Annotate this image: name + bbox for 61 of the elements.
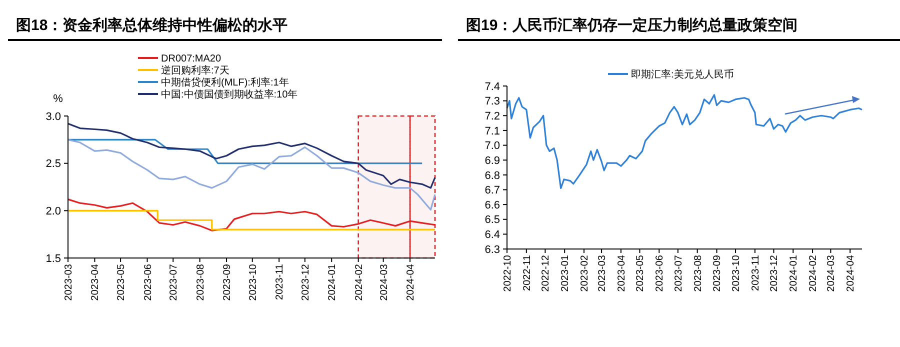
x-tick-label: 2023-06	[142, 264, 154, 301]
y-tick-label: 7.2	[484, 110, 500, 122]
x-tick-label: 2023-03	[64, 264, 74, 301]
x-tick-label: 2023-11	[274, 264, 286, 300]
x-tick-label: 2023-08	[195, 264, 206, 301]
legend-label: 中国:中债国债到期收益率:10年	[161, 88, 298, 100]
x-tick-label: 2023-09	[712, 254, 724, 292]
line-series	[506, 94, 863, 190]
x-tick-label: 2023-11	[750, 254, 762, 291]
x-tick-label: 2023-01	[560, 254, 572, 292]
x-tick-label: 2022-11	[522, 254, 533, 291]
line-series	[67, 198, 436, 232]
x-tick-label: 2023-07	[168, 264, 180, 301]
y-tick-label: 7.0	[484, 140, 500, 152]
legend-label: 即期汇率:美元兑人民币	[631, 68, 734, 80]
x-tick-label: 2023-05	[635, 254, 646, 292]
chart-title: 图19：人民币汇率仍存一定压力制约总量政策空间	[466, 16, 798, 34]
x-tick-label: 2024-01	[788, 254, 800, 292]
y-tick-label: 6.6	[484, 199, 500, 212]
x-tick-label: 2022-12	[540, 254, 552, 292]
y-tick-label: 6.7	[484, 184, 500, 197]
x-tick-label: 2024-03	[378, 264, 390, 301]
y-tick-label: 3.0	[46, 110, 61, 123]
x-tick-label: 2023-05	[116, 264, 128, 301]
x-tick-label: 2023-03	[597, 254, 608, 292]
x-tick-label: 2022-10	[502, 254, 514, 292]
legend-label: 中期借贷便利(MLF):利率:1年	[161, 76, 289, 88]
chart-title: 图18：资金利率总体维持中性偏松的水平	[16, 16, 288, 34]
x-tick-label: 2024-03	[826, 254, 838, 292]
y-tick-label: 7.4	[484, 80, 500, 93]
x-tick-label: 2024-04	[846, 254, 857, 292]
y-tick-label: 2.0	[46, 206, 61, 218]
x-tick-label: 2024-02	[808, 254, 820, 292]
y-tick-label: 2.5	[46, 158, 61, 170]
y-axis-title: %	[53, 93, 64, 105]
x-tick-label: 2023-06	[654, 254, 666, 292]
y-tick-label: 6.3	[484, 244, 500, 256]
y-tick-label: 6.9	[484, 154, 500, 167]
x-tick-label: 2024-01	[327, 264, 338, 301]
x-tick-label: 2023-02	[580, 254, 591, 292]
y-tick-label: 6.5	[484, 214, 500, 226]
line-series	[67, 122, 436, 189]
y-tick-label: 6.8	[484, 170, 500, 182]
x-tick-label: 2023-10	[248, 264, 259, 301]
x-tick-label: 2023-10	[731, 254, 742, 292]
x-tick-label: 2023-07	[673, 254, 684, 292]
y-tick-label: 1.5	[46, 252, 61, 265]
legend-label: DR007:MA20	[161, 54, 222, 64]
x-tick-label: 2023-09	[222, 264, 234, 301]
x-tick-label: 2023-04	[90, 264, 102, 301]
x-tick-label: 2024-04	[406, 264, 417, 301]
x-tick-label: 2023-12	[300, 264, 312, 301]
legend-label: 逆回购利率:7天	[161, 64, 230, 76]
y-tick-label: 7.1	[484, 125, 500, 138]
y-tick-label: 6.4	[484, 229, 500, 242]
x-tick-label: 2024-02	[354, 264, 365, 301]
x-tick-label: 2023-08	[692, 254, 704, 292]
x-tick-label: 2023-12	[769, 254, 780, 292]
line-series	[67, 138, 436, 211]
y-tick-label: 7.3	[484, 96, 500, 108]
x-tick-label: 2023-04	[616, 254, 628, 292]
